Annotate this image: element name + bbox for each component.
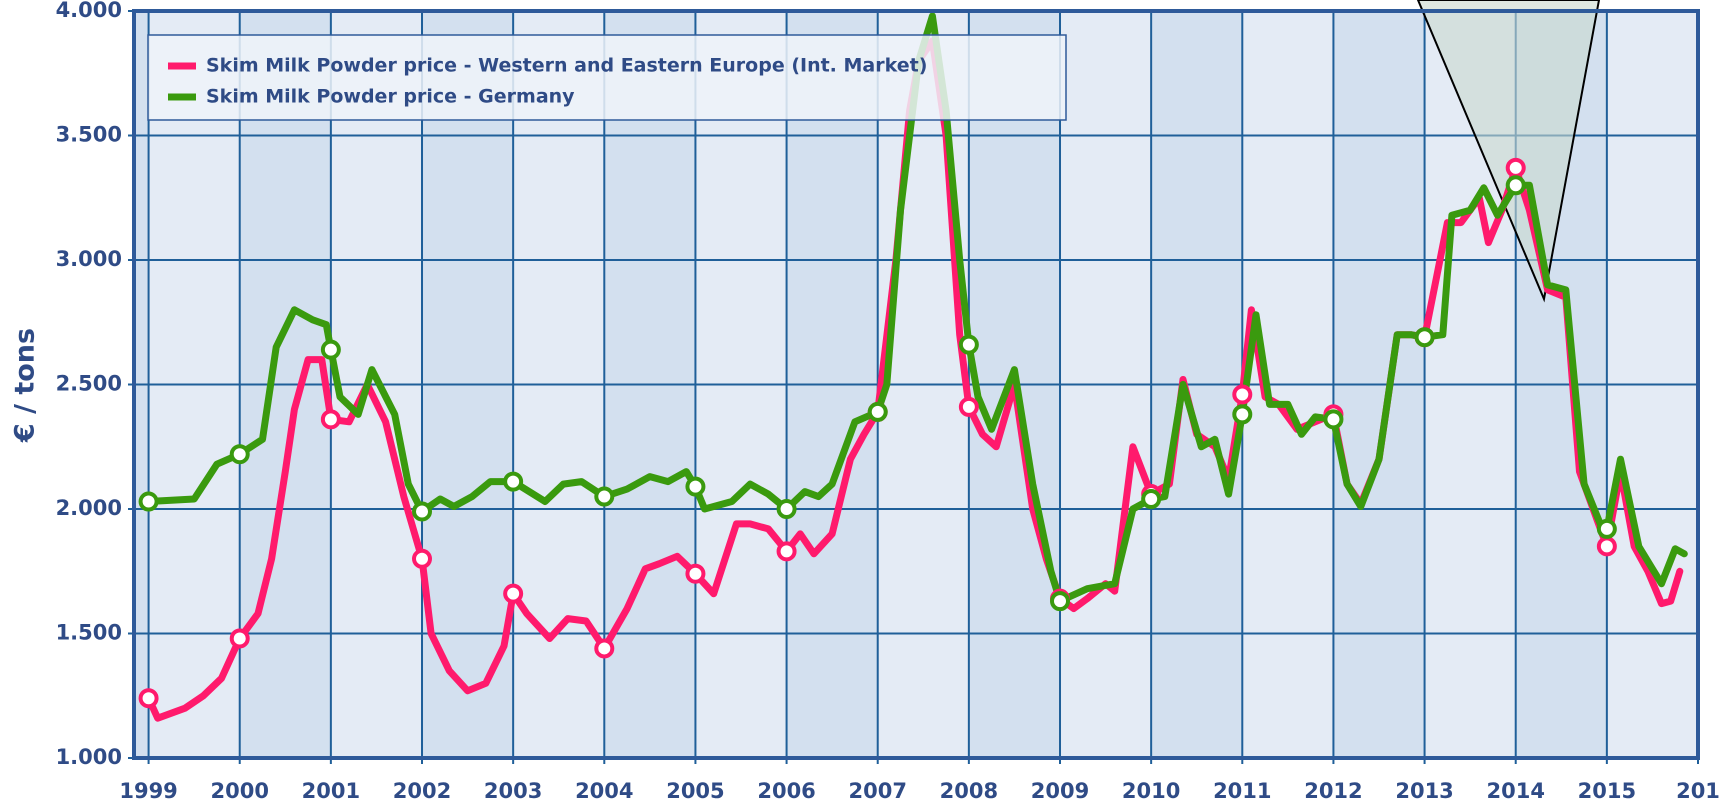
- point-marker: [1414, 327, 1435, 348]
- y-tick-label: 1.500: [56, 621, 122, 645]
- point-marker: [867, 401, 888, 422]
- point-marker: [594, 486, 615, 507]
- y-tick-label: 2.000: [56, 496, 122, 520]
- x-tick-label: 2013: [1395, 779, 1453, 803]
- point-marker: [1596, 518, 1617, 539]
- point-marker: [138, 688, 159, 709]
- x-tick-label: 2012: [1304, 779, 1362, 803]
- point-marker: [958, 396, 979, 417]
- point-marker: [685, 476, 706, 497]
- legend-label: Skim Milk Powder price - Western and Eas…: [206, 55, 927, 77]
- x-tick-label: 2010: [1122, 779, 1180, 803]
- point-marker: [1232, 404, 1253, 425]
- legend: Skim Milk Powder price - Western and Eas…: [147, 34, 1067, 121]
- point-marker: [1050, 591, 1071, 612]
- point-marker: [1232, 384, 1253, 405]
- point-marker: [1505, 175, 1526, 196]
- point-marker: [776, 499, 797, 519]
- point-marker: [229, 444, 250, 465]
- point-marker: [776, 541, 797, 562]
- legend-label: Skim Milk Powder price - Germany: [206, 86, 575, 108]
- x-tick-label: 2015: [1578, 779, 1636, 803]
- point-marker: [229, 628, 250, 649]
- labels: 1999 2000 2001 2002 2003 2004 2005 2006 2007 2008…: [56, 0, 1720, 803]
- y-tick-label: 1.000: [56, 745, 122, 769]
- y-axis-label: € / tons: [10, 328, 41, 443]
- x-tick-label: 2004: [575, 779, 633, 803]
- point-marker: [1323, 409, 1344, 430]
- x-tick-label: 2009: [1031, 779, 1089, 803]
- point-marker: [412, 548, 433, 569]
- y-tick-label: 3.500: [56, 123, 122, 147]
- point-marker: [138, 491, 159, 512]
- point-marker: [1141, 489, 1162, 510]
- point-marker: [594, 638, 615, 659]
- point-marker: [503, 583, 524, 604]
- point-marker: [1596, 536, 1617, 557]
- x-tick-label: 2011: [1213, 779, 1271, 803]
- x-tick-label: 2008: [940, 779, 998, 803]
- callout: [1416, 0, 1601, 303]
- y-tick-label: 4.000: [56, 0, 122, 22]
- x-tick-label: 2005: [666, 779, 724, 803]
- y-tick-label: 3.000: [56, 247, 122, 271]
- legend-box: [147, 34, 1067, 121]
- point-marker: [685, 563, 706, 584]
- point-marker: [320, 409, 341, 430]
- plot-border: [132, 9, 1700, 760]
- point-marker: [412, 501, 433, 522]
- point-marker: [958, 334, 979, 355]
- lines: [138, 12, 1688, 722]
- point-marker: [1505, 157, 1526, 178]
- y-tick-label: 2.500: [56, 372, 122, 396]
- x-tick-label: 2002: [393, 779, 451, 803]
- x-tick-label: 201: [1676, 779, 1720, 803]
- point-marker: [320, 339, 341, 360]
- x-tick-label: 2006: [757, 779, 815, 803]
- x-tick-label: 2001: [302, 779, 360, 803]
- x-tick-label: 2014: [1486, 779, 1544, 803]
- point-marker: [503, 471, 524, 492]
- x-tick-label: 2007: [848, 779, 906, 803]
- x-tick-label: 1999: [119, 779, 177, 803]
- x-tick-label: 2003: [484, 779, 542, 803]
- x-tick-label: 2000: [210, 779, 268, 803]
